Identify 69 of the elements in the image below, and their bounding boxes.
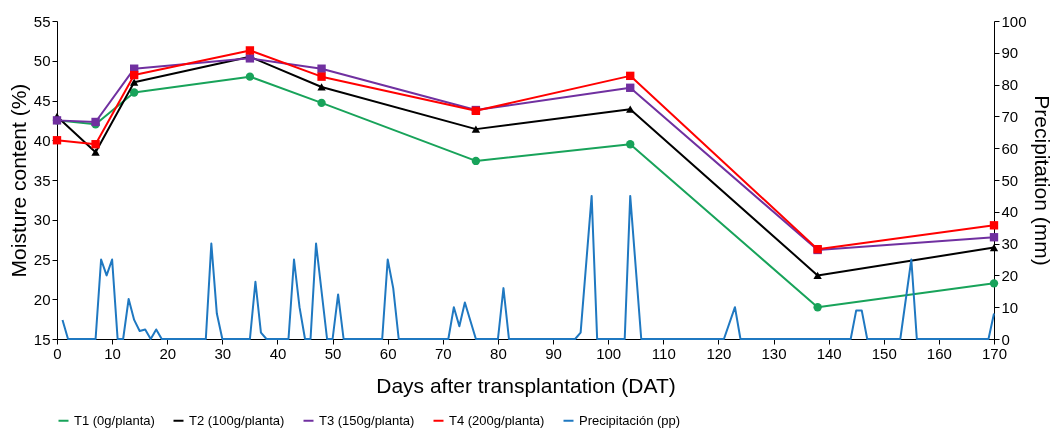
x-tick-label: 80 [490,344,507,362]
x-tick-label: 120 [706,344,732,362]
point [989,221,999,230]
point [317,83,326,91]
y-tick-label: 50 [33,52,51,70]
y2-tick-label: 20 [1001,266,1019,284]
point [471,156,481,166]
y-tick-label: 25 [33,251,51,268]
x-tick-label: 10 [104,344,121,362]
x-tick-label: 50 [324,344,342,362]
y-tick-label: 35 [33,171,51,189]
x-tick-label: 70 [434,344,452,362]
y2-tick-label: 40 [1001,203,1019,221]
point [52,136,62,145]
point [813,303,822,312]
point [129,78,139,86]
point [471,125,481,133]
point [317,72,326,81]
y2-tick-label: 90 [1001,44,1019,62]
y2-tick-label: 50 [1001,171,1019,189]
point [626,83,635,92]
point [129,70,139,80]
x-tick-label: 30 [214,344,232,362]
y2-tick-label: 10 [1001,298,1019,316]
y-tick-label: 40 [33,131,51,149]
y-tick-label: 15 [33,330,51,348]
y-tick-label: 45 [33,92,51,109]
x-tick-label: 160 [926,344,952,362]
point [317,98,326,108]
point [989,279,999,288]
y2-tick-label: 30 [1001,235,1019,253]
y2-tick-label: 60 [1001,139,1019,157]
x-tick-label: 110 [651,344,676,362]
point [626,140,635,149]
y-tick-label: 55 [33,12,51,30]
point [626,71,635,81]
point [317,64,326,73]
y2-tick-label: 100 [1001,12,1027,30]
legend-label: T3 (150g/planta) [319,412,415,428]
point [989,243,999,252]
y-tick-label: 30 [33,211,51,229]
y-axis-title: Moisture content (%) [6,83,30,278]
x-axis-title: Days after transplantation (DAT) [376,373,676,397]
x-tick-label: 20 [159,344,177,362]
point [989,233,999,242]
line-series [61,194,995,340]
legend-label: T2 (100g/planta) [189,412,285,428]
x-tick-label: 40 [269,344,287,362]
x-tick-label: 130 [761,344,787,362]
legend-label: T1 (0g/planta) [74,412,155,428]
point [245,72,255,81]
point [129,88,139,97]
y2-tick-label: 70 [1001,107,1019,125]
x-tick-label: 60 [379,344,397,362]
y2-tick-label: 80 [1001,76,1019,94]
x-tick-label: 150 [871,344,897,362]
point [91,140,100,149]
point [91,148,100,156]
point [813,271,822,280]
y-tick-label: 20 [33,290,51,308]
point [245,46,255,55]
legend-label: Precipitación (pp) [579,412,681,428]
point [626,105,635,113]
x-tick-label: 90 [545,344,562,362]
x-tick-label: 140 [816,344,842,362]
x-tick-label: 100 [596,344,622,362]
legend-label: T4 (200g/planta) [449,412,545,428]
x-tick-label: 0 [53,344,62,362]
y2-axis-title: Precipitation (mm) [1030,95,1054,266]
